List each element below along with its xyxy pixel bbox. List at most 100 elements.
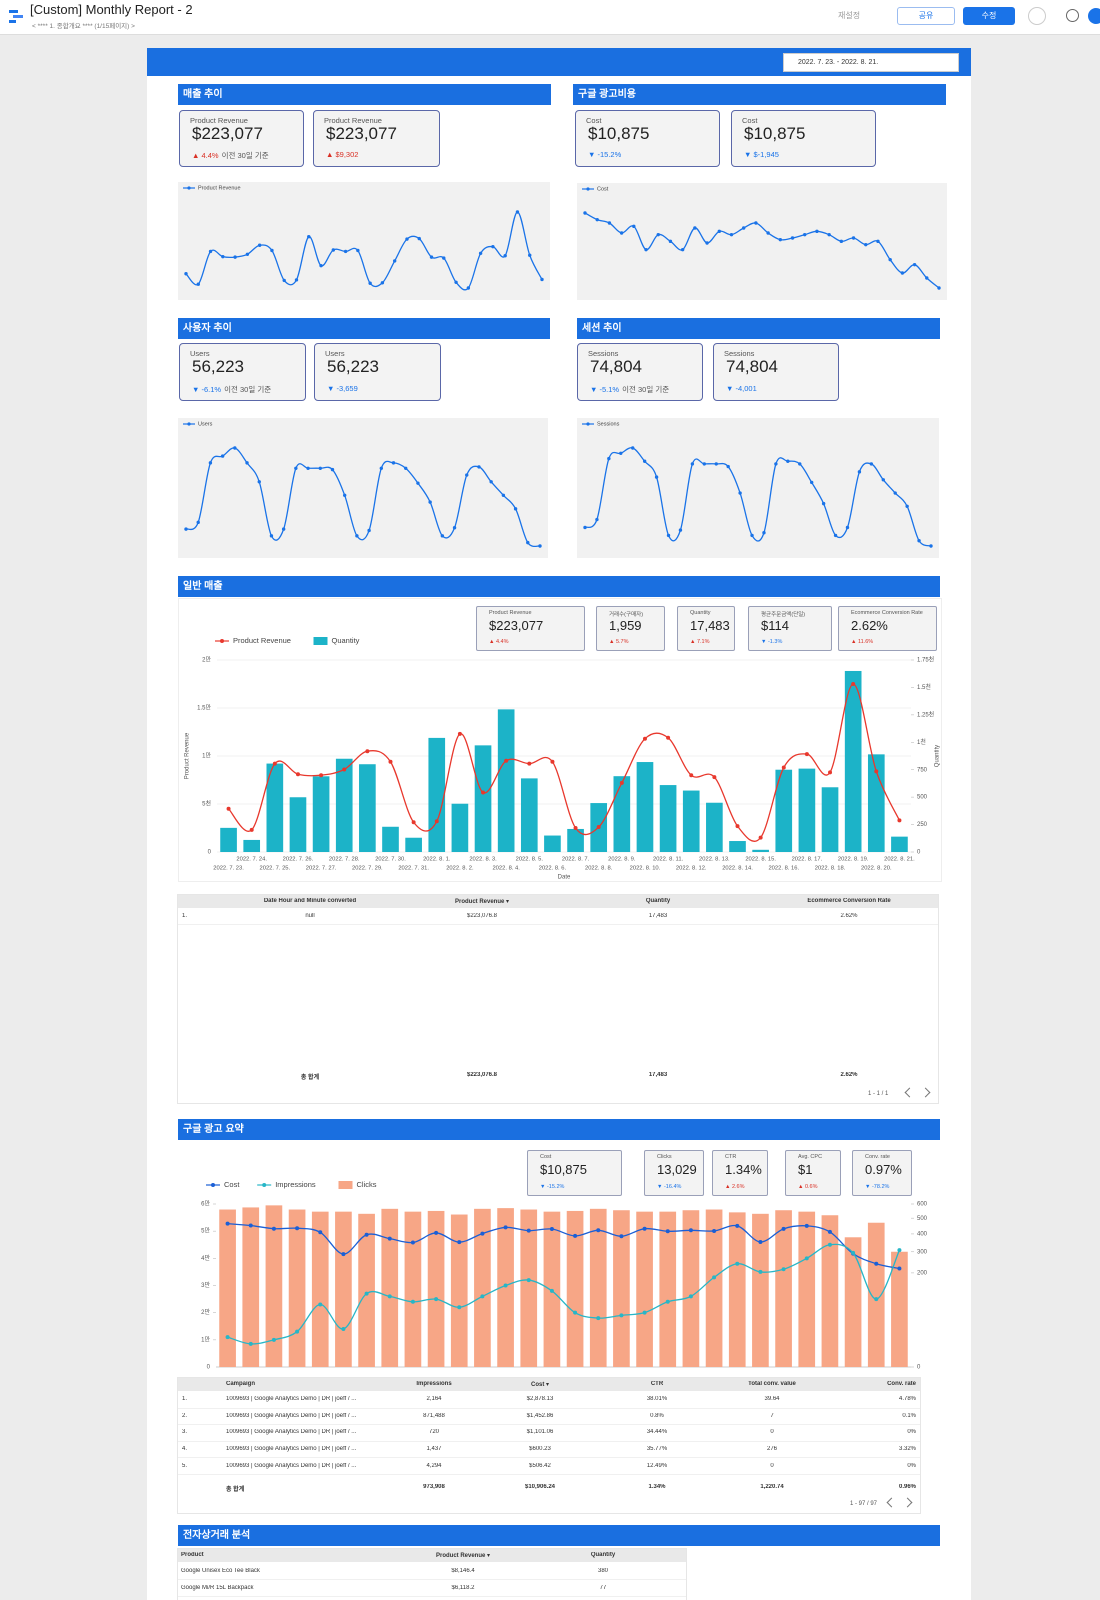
scorecard-label: Users [190,349,210,358]
scorecard-value: $10,875 [744,124,806,143]
data-table: Campaign Impressions Cost ▾ CTR Total conv. … [177,1377,921,1514]
table-cell: Product Revenue ▾ [454,899,510,905]
table-cell: 1. [182,913,188,919]
table-cell: 0 [770,1429,774,1436]
table-cell: Impressions [416,1381,452,1387]
scorecard-delta: ▲ $9,302 [326,150,359,159]
breadcrumb[interactable]: < **** 1. 종합개요 **** (1/15페이지) > [32,23,135,30]
scorecard-delta-row: ▼ -3,659 [327,384,358,393]
pagination[interactable]: 1 - 97 / 97 [850,1501,878,1507]
table-cell: Campaign [226,1381,256,1387]
scorecard-note: 이전 30일 기준 [224,385,272,394]
table-cell: Product [181,1552,204,1558]
scorecard-delta: ▼ -15.2% [588,150,622,159]
scorecard-delta: ▲ 2.6% [725,1184,745,1190]
date-range-picker[interactable]: 2022. 7. 23. - 2022. 8. 21. [783,53,959,72]
scorecard-delta-row: ▼ -78.2% [865,1184,889,1190]
avatar[interactable] [1088,8,1100,24]
scorecard-note: 이전 30일 기준 [622,385,670,394]
scorecard-label: Sessions [724,349,755,358]
scorecard-delta-row: ▼ -4,001 [726,384,757,393]
scorecard-delta-row: ▲ 0.6% [798,1184,818,1190]
table-cell: 2,164 [426,1396,442,1403]
scorecard-value: $114 [761,618,789,633]
edit-button[interactable]: 수정 [963,7,1015,25]
section-title: 구글 광고 요약 [178,1119,940,1140]
help-button[interactable] [1066,9,1079,22]
chart-background [577,183,947,300]
scorecard-delta-row: ▼ -5.1% 이전 30일 기준 [590,384,669,395]
scorecard-value: 1,959 [609,618,642,633]
scorecard-delta-row: ▲ 4.4% [489,639,509,645]
scorecard-label: Ecommerce Conversion Rate [851,610,923,616]
section-title: 전자상거래 분석 [178,1525,940,1546]
table-cell: 380 [597,1567,608,1574]
table-cell: 4,294 [426,1462,442,1469]
table-cell: 1,437 [426,1446,442,1453]
scorecard: Product Revenue $223,077 ▲ 4.4% 이전 30일 기준 [179,110,304,167]
table-cell: $1,452.86 [526,1412,554,1419]
scorecard-delta-row: ▼ $-1,945 [744,150,779,159]
scorecard-label: Conv. rate [865,1154,890,1160]
table-header: Campaign Impressions Cost ▾ CTR Total conv. … [178,1378,920,1391]
table-cell: 38.01% [646,1396,668,1403]
table-row: Google Mi/R 15L Backpack $6,118.2 77 [178,1580,686,1597]
table-cell: 1.34% [648,1484,666,1490]
table-cell: 0.96% [898,1484,916,1490]
table-row: 1. 1009693 | Google Analytics Demo | DR |… [178,1392,920,1409]
section-title: 세션 추이 [577,318,940,339]
table-header: Date Hour and Minute converted Product Re… [178,895,938,908]
table-cell: 4.78% [898,1396,916,1403]
chart-background [577,418,939,558]
scorecard-value: 56,223 [327,357,379,376]
share-button[interactable]: 공유 [897,7,955,25]
scorecard-delta: ▲ 4.4% [192,151,219,160]
scorecard-delta-row: ▼ -15.2% [540,1184,564,1190]
data-table: Date Hour and Minute converted Product Re… [177,894,939,1104]
page-prev[interactable] [886,1497,897,1508]
scorecard-value: 0.97% [865,1162,902,1177]
table-cell: 0.1% [902,1412,916,1419]
scorecard-value: $10,875 [540,1162,587,1177]
table-cell: $506.42 [529,1462,551,1469]
scorecard-value: 1.34% [725,1162,762,1177]
table-cell: $10,906.24 [524,1484,556,1490]
scorecard-value: $1 [798,1162,813,1177]
scorecard-label: Clicks [657,1154,672,1160]
table-cell: $8,146.4 [451,1567,475,1574]
app-logo [9,10,23,23]
table-cell: 총 합계 [226,1487,245,1493]
table-cell: 1. [182,1396,188,1403]
scorecard-label: Sessions [588,349,619,358]
table-cell: 973,908 [423,1484,445,1490]
table-row: 4. 1009693 | Google Analytics Demo | DR |… [178,1442,920,1459]
scorecard-value: 17,483 [690,618,730,633]
table-cell: 12.49% [646,1462,668,1469]
scorecard-delta: ▼ -4,001 [726,384,757,393]
pagination[interactable]: 1 - 1 / 1 [868,1091,889,1097]
scorecard-delta: ▼ -5.1% [590,385,620,394]
scorecard-label: Cost [540,1154,552,1160]
table-cell: 1009693 | Google Analytics Demo | DR | j… [226,1462,357,1469]
table-cell: 총 합계 [300,1075,320,1081]
table-cell: $600.23 [529,1446,551,1453]
table-cell: 1009693 | Google Analytics Demo | DR | j… [226,1396,357,1403]
scorecard-value: 74,804 [726,357,778,376]
reset-button[interactable]: 재설정 [838,11,861,20]
page-next[interactable] [902,1497,913,1508]
more-button[interactable] [1028,7,1046,25]
scorecard: 거래수(구매자) 1,959 ▲ 5.7% [596,606,665,651]
page-prev[interactable] [904,1087,915,1098]
scorecard-label: Users [325,349,345,358]
table-cell: 720 [428,1429,439,1436]
scorecard-value: 56,223 [192,357,244,376]
scorecard-delta-row: ▲ 5.7% [609,639,629,645]
scorecard: Cost $10,875 ▼ -15.2% [527,1150,622,1196]
scorecard: Cost $10,875 ▼ -15.2% [575,110,720,167]
scorecard: CTR 1.34% ▲ 2.6% [712,1150,768,1196]
scorecard-value: $10,875 [588,124,650,143]
scorecard-value: $223,077 [326,124,397,143]
page-next[interactable] [920,1087,931,1098]
chart-background [178,418,548,558]
